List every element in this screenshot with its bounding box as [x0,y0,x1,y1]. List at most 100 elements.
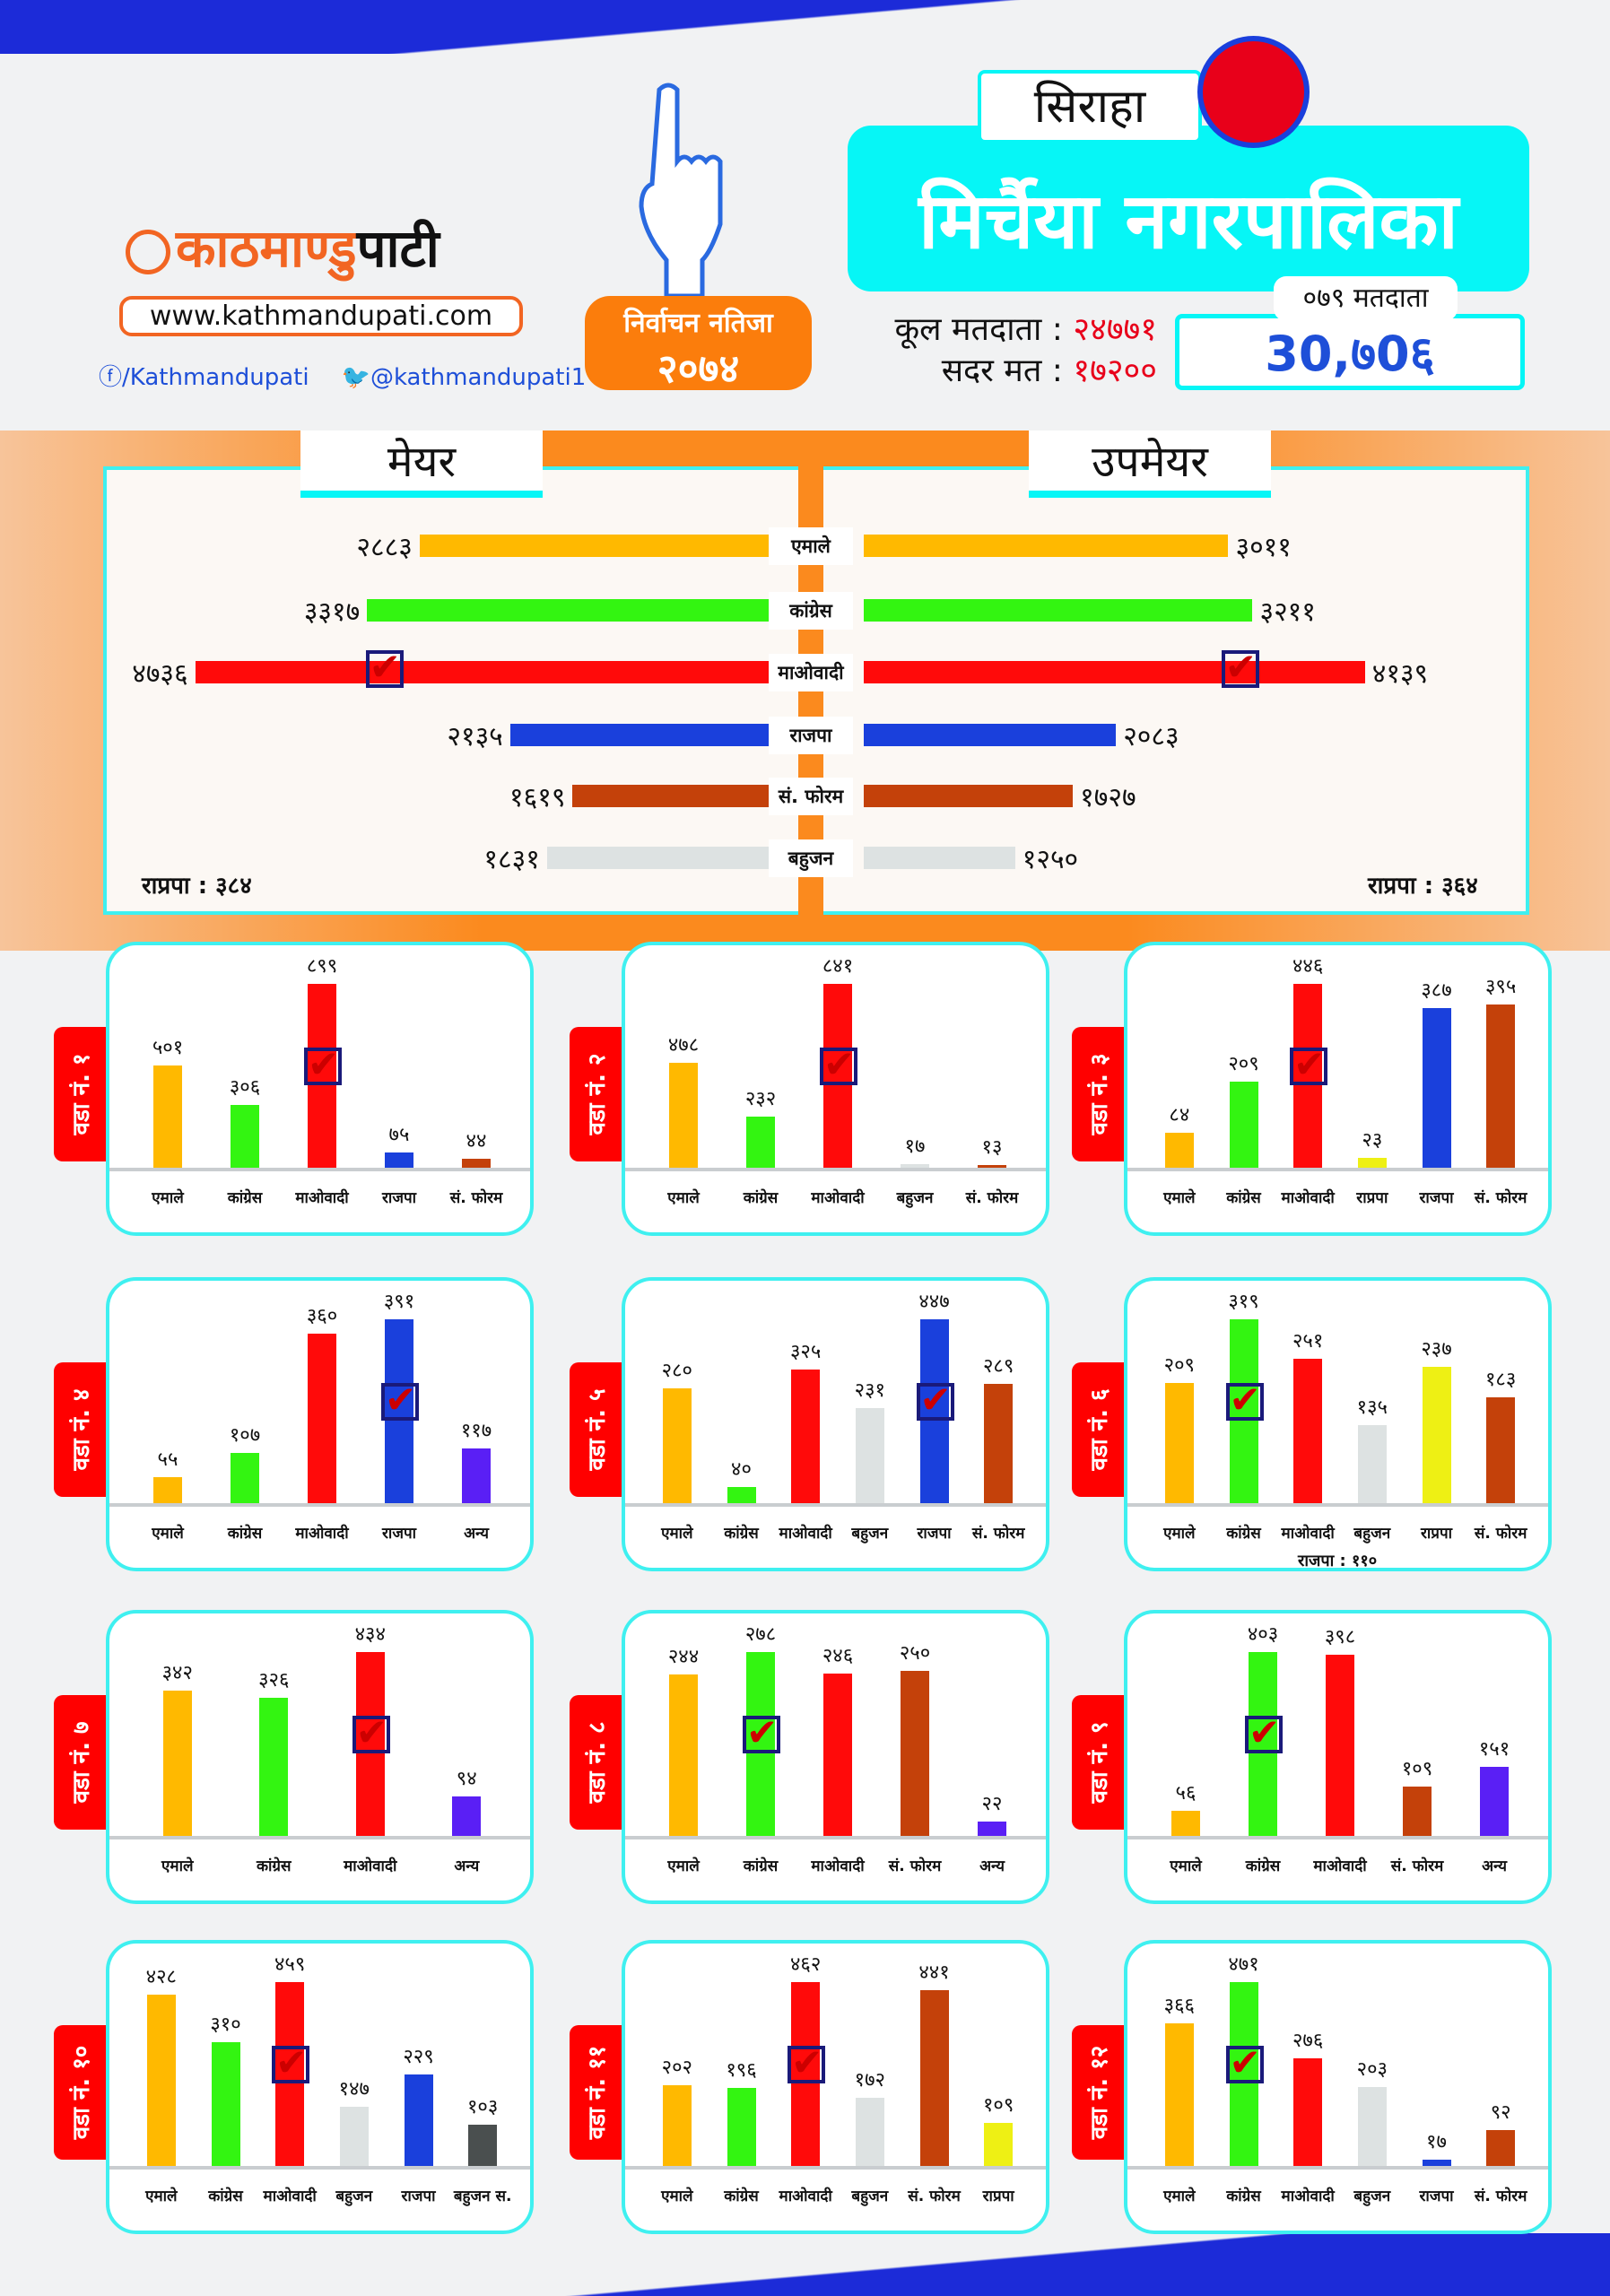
bar-value-label: १७ [1426,2130,1447,2153]
bar-कांग्रेस [231,1452,259,1503]
bar-एमाले [1171,1810,1200,1836]
category-label: एमाले [1163,2187,1196,2205]
bar-value-label: ४७१ [1228,1953,1259,1976]
category-label: राप्रपा [1420,1525,1453,1543]
bar-बहुजन [339,2107,369,2166]
category-label: बहुजन स. [453,2187,512,2205]
category-label: एमाले [667,1857,700,1875]
winner-check-icon: ✔ [1221,648,1259,688]
bar-value-label: २३७ [1421,1337,1452,1361]
category-label: बहुजन [1353,2187,1391,2205]
bar-value-label: ३२६ [258,1669,290,1692]
bar-एमाले [146,1994,176,2166]
bar-एमाले [153,1477,182,1503]
bar-कांग्रेस [1229,1982,1258,2166]
chart-baseline [109,1836,530,1839]
bar-value-label: २७८ [744,1623,777,1646]
chart-baseline [1127,2166,1548,2170]
bar-value-label: ११७ [460,1419,492,1442]
winner-check-icon: ✔ [352,1713,390,1753]
mayor-title: मेयर [300,430,543,498]
category-label: माओवादी [779,2187,832,2205]
deputy-bar [864,599,1253,622]
bar-बहुजन [1357,2086,1387,2166]
winner-check-icon: ✔ [788,2043,826,2083]
category-label: माओवादी [1313,1857,1367,1875]
bar-value-label: २३ [1362,1129,1383,1152]
mayor-bar [419,535,769,557]
party-row: १८३१ १२५० बहुजन [0,839,1610,877]
bottom-decor-strip [0,2233,1610,2296]
bar-माओवादी [823,984,852,1168]
ward-chart: ४७८ एमाले २३२ कांग्रेस ८४१ माओवादी ✔ १७ बहुजन १३ स… [622,942,1049,1236]
category-label: माओवादी [295,1189,349,1207]
bar-value-label: १०९ [1401,1757,1433,1780]
bar-माओवादी [1293,984,1323,1168]
bar-कांग्रेस [1249,1652,1277,1836]
winner-check-icon: ✔ [1225,2043,1264,2083]
bar-value-label: ४५९ [274,1953,306,1976]
party-label: राजपा [769,717,853,754]
top-decor-strip [0,0,1610,54]
category-label: राजपा [1419,1189,1454,1207]
bar-value-label: ३९१ [383,1291,415,1313]
mayor-value: २८८३ [356,532,413,563]
category-label: सं. फोरम [971,1525,1025,1543]
bar-value-label: ४४ [466,1129,487,1152]
bar-कांग्रेस [727,2088,756,2166]
category-label: कांग्रेस [724,2187,759,2205]
bar-माओवादी [1293,1358,1323,1503]
mayor-note: राप्रपा : ३८४ [142,873,252,900]
category-label: कांग्रेस [1226,2187,1261,2205]
chart-baseline [1127,1168,1548,1171]
category-label: सं. फोरम [1474,1525,1527,1543]
ward-label: वडा नं. ३ [1086,1053,1113,1135]
bar-कांग्रेस [231,1105,259,1168]
category-label: कांग्रेस [256,1857,292,1875]
winner-check-icon: ✔ [1245,1713,1283,1753]
bar-सं. फोरम [919,1990,949,2166]
twitter-link[interactable]: 🐦@kathmandupati1 [341,364,587,391]
ward-label: वडा नं. ८ [584,1721,611,1804]
bar-value-label: १०७ [229,1423,261,1447]
category-label: राप्रपा [982,2187,1014,2205]
bar-value-label: २७६ [1292,2029,1324,2052]
bar-एमाले [662,1387,692,1503]
bar-राजपा [1422,2159,1451,2166]
winner-check-icon: ✔ [1225,1380,1264,1421]
bar-सं. फोरम [1486,1397,1516,1503]
deputy-value: २०८३ [1123,721,1179,752]
bar-एमाले [162,1691,192,1836]
bar-माओवादी [275,1982,305,2166]
category-label: सं. फोरम [888,1857,942,1875]
facebook-link[interactable]: ⓕ/Kathmandupati [99,364,309,391]
bar-कांग्रेस [1229,1081,1258,1168]
category-label: एमाले [1170,1857,1202,1875]
category-label: बहुजन [851,2187,889,2205]
website-link[interactable]: www.kathmandupati.com [119,296,523,336]
ward-label-tag: वडा नं. ७ [54,1695,106,1830]
ward-chart: २०२ एमाले १९६ कांग्रेस ४६२ माओवादी ✔ १७२ बहुजन ४४… [622,1940,1049,2234]
bar-एमाले [662,2085,692,2166]
bar-value-label: ४६२ [789,1953,822,1976]
bar-सं. फोरम [901,1670,929,1836]
category-label: एमाले [661,1525,693,1543]
voters-tab-label: ०७९ मतदाता [1274,276,1458,321]
ward-label: वडा नं. ५ [584,1388,611,1471]
chart-baseline [109,2166,530,2170]
winner-check-icon: ✔ [1290,1045,1328,1085]
bar-value-label: ३१० [210,2013,241,2036]
deputy-bar [864,847,1015,869]
bar-value-label: २४४ [667,1646,700,1669]
result-label: निर्वाचन नतिजा [623,308,773,339]
municipality-title: मिर्चैया नगरपालिका [918,177,1458,266]
winner-check-icon: ✔ [365,648,404,688]
deputy-value: १७२७ [1080,782,1136,813]
bar-माओवादी [308,1334,336,1503]
bar-value-label: १७ [904,1135,926,1158]
category-label: बहुजन [896,1189,934,1207]
bar-कांग्रेस [727,1486,756,1503]
valid-votes-value: १७२०० [1073,352,1157,389]
ward-label-tag: वडा नं. ११ [570,2025,622,2160]
bar-बहुजन स. [468,2125,498,2166]
